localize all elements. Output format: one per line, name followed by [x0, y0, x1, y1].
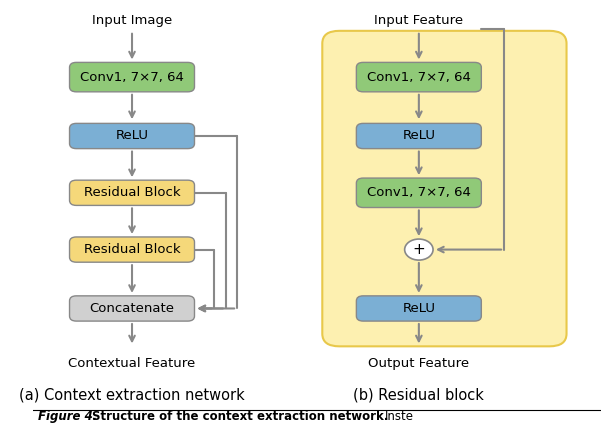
Text: ReLU: ReLU — [402, 130, 435, 143]
Text: Concatenate: Concatenate — [90, 302, 175, 315]
Text: Conv1, 7×7, 64: Conv1, 7×7, 64 — [367, 71, 471, 83]
FancyBboxPatch shape — [356, 62, 482, 92]
Text: (a) Context extraction network: (a) Context extraction network — [19, 387, 245, 402]
FancyBboxPatch shape — [70, 296, 194, 321]
Text: Input Image: Input Image — [92, 14, 172, 27]
Text: Residual Block: Residual Block — [84, 186, 181, 199]
FancyBboxPatch shape — [356, 124, 482, 149]
Text: Contextual Feature: Contextual Feature — [69, 357, 196, 370]
FancyBboxPatch shape — [70, 62, 194, 92]
Text: (b) Residual block: (b) Residual block — [353, 387, 484, 402]
Text: Output Feature: Output Feature — [368, 357, 470, 370]
FancyBboxPatch shape — [70, 124, 194, 149]
FancyBboxPatch shape — [70, 237, 194, 262]
Circle shape — [405, 239, 433, 260]
Text: Structure of the context extraction network.: Structure of the context extraction netw… — [92, 411, 389, 423]
Text: Figure 4.: Figure 4. — [39, 411, 98, 423]
FancyBboxPatch shape — [70, 180, 194, 205]
Text: ReLU: ReLU — [116, 130, 149, 143]
Text: Input Feature: Input Feature — [374, 14, 464, 27]
Text: Residual Block: Residual Block — [84, 243, 181, 256]
Text: Inste: Inste — [385, 411, 414, 423]
Text: ReLU: ReLU — [402, 302, 435, 315]
FancyBboxPatch shape — [356, 178, 482, 207]
FancyBboxPatch shape — [356, 296, 482, 321]
FancyBboxPatch shape — [322, 31, 566, 346]
Text: Conv1, 7×7, 64: Conv1, 7×7, 64 — [367, 186, 471, 199]
Text: Conv1, 7×7, 64: Conv1, 7×7, 64 — [80, 71, 184, 83]
Text: +: + — [412, 242, 425, 257]
